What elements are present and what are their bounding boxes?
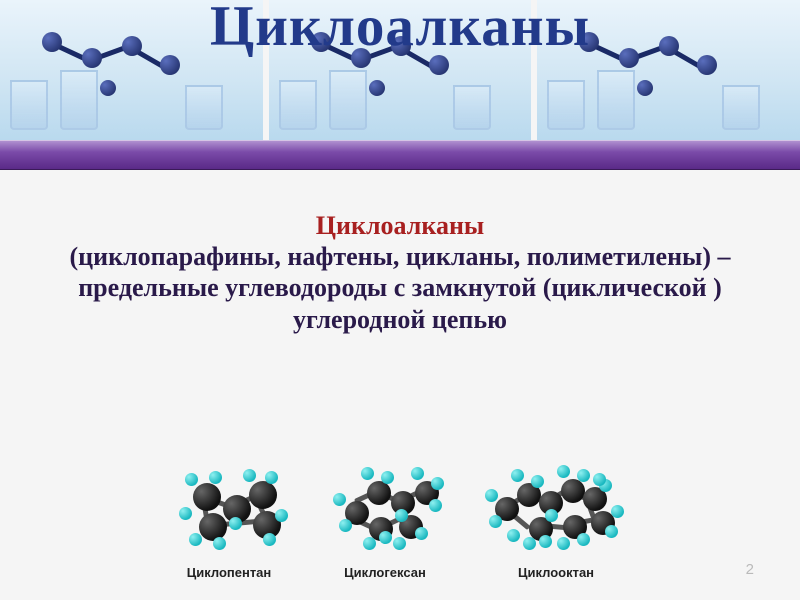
molecule-label: Циклооктан [518, 565, 594, 580]
molecule-cyclopentane: Циклопентан [169, 459, 289, 580]
molecule-gallery: Циклопентан [0, 449, 800, 594]
definition-term: Циклоалканы [40, 210, 760, 241]
molecule-cyclooctane: Циклооктан [481, 459, 631, 580]
divider-bar [0, 140, 800, 170]
molecule-model-icon [169, 459, 289, 559]
molecule-model-icon [481, 459, 631, 559]
molecule-model-icon [325, 459, 445, 559]
header-image-strip: Циклоалканы [0, 0, 800, 140]
definition-line-2: (циклопарафины, нафтены, цикланы, полиме… [69, 242, 730, 271]
molecule-label: Циклогексан [344, 565, 426, 580]
definition-line-3: предельные углеводороды с замкнутой (цик… [78, 273, 722, 333]
molecule-cyclohexane: Циклогексан [325, 459, 445, 580]
definition-block: Циклоалканы (циклопарафины, нафтены, цик… [0, 170, 800, 345]
molecule-label: Циклопентан [187, 565, 272, 580]
page-number: 2 [746, 561, 754, 578]
page-title: Циклоалканы [0, 0, 800, 59]
